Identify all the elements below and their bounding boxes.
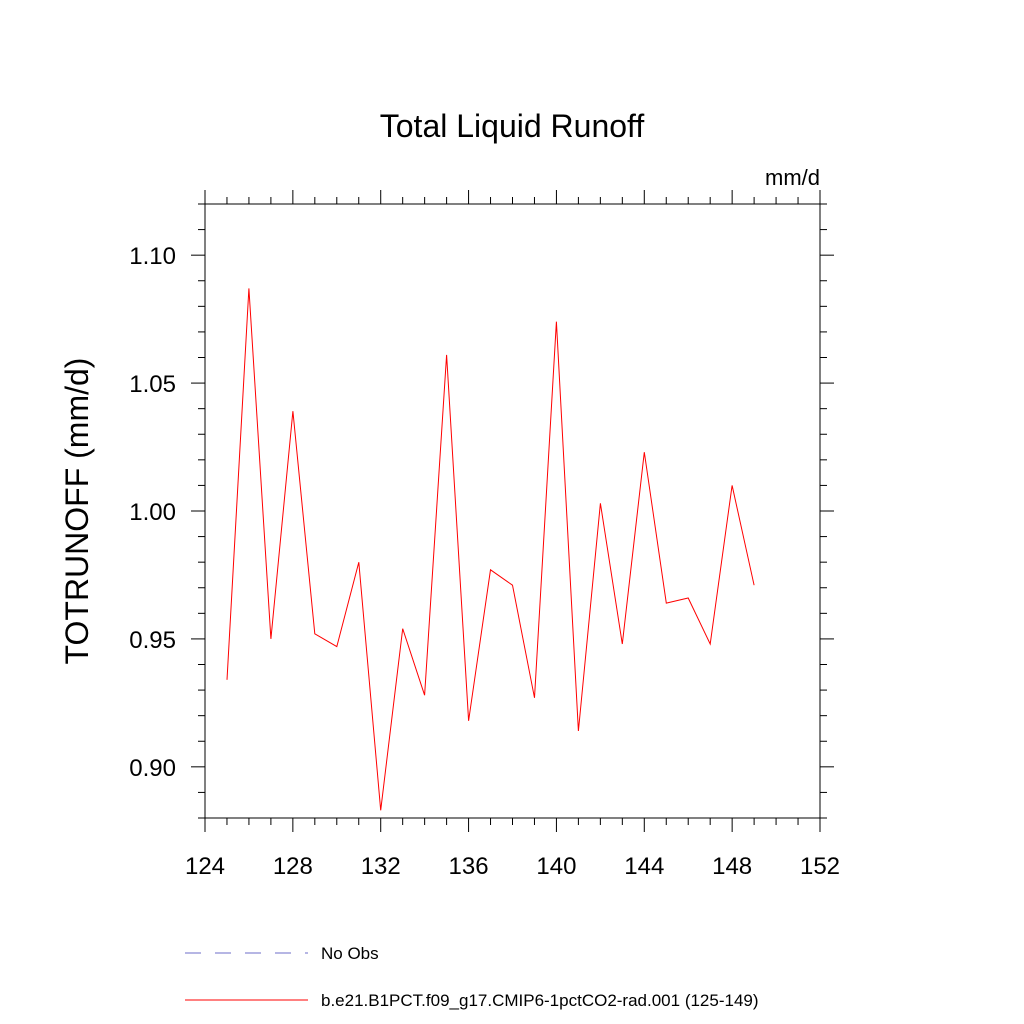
data-point xyxy=(555,320,558,323)
x-tick-label: 148 xyxy=(712,853,752,880)
x-tick-label: 136 xyxy=(449,853,489,880)
y-axis-title: TOTRUNOFF (mm/d) xyxy=(59,358,95,665)
y-tick-label: 0.90 xyxy=(129,755,176,782)
data-point xyxy=(313,632,316,635)
x-tick-label: 132 xyxy=(361,853,401,880)
data-point xyxy=(753,584,756,587)
legend-label: b.e21.B1PCT.f09_g17.CMIP6-1pctCO2-rad.00… xyxy=(321,991,759,1010)
data-point xyxy=(599,502,602,505)
data-point xyxy=(357,561,360,564)
units-label: mm/d xyxy=(765,165,820,190)
y-tick-label: 1.00 xyxy=(129,499,176,526)
series-layer xyxy=(225,287,756,812)
data-point xyxy=(269,637,272,640)
x-tick-label: 144 xyxy=(624,853,664,880)
legend-label: No Obs xyxy=(321,944,379,963)
data-point xyxy=(225,678,228,681)
y-tick-label: 1.05 xyxy=(129,371,176,398)
data-point xyxy=(335,645,338,648)
x-tick-label: 124 xyxy=(185,853,225,880)
data-point xyxy=(533,696,536,699)
ticks-layer: 124 128 132 136 140 144 148 152 0.90 0.95 1.00 1.05… xyxy=(129,190,840,880)
x-tick-label: 140 xyxy=(536,853,576,880)
series-line xyxy=(226,288,755,811)
data-point xyxy=(731,484,734,487)
data-point xyxy=(401,627,404,630)
data-point xyxy=(511,584,514,587)
data-point xyxy=(379,809,382,812)
legend: No Obs b.e21.B1PCT.f09_g17.CMIP6-1pctCO2-… xyxy=(185,944,759,1010)
data-point xyxy=(467,719,470,722)
data-point xyxy=(643,451,646,454)
data-point xyxy=(621,643,624,646)
data-point xyxy=(577,730,580,733)
x-tick-label: 152 xyxy=(800,853,840,880)
y-tick-label: 0.95 xyxy=(129,627,176,654)
data-point xyxy=(489,568,492,571)
chart-title: Total Liquid Runoff xyxy=(380,108,645,144)
data-point xyxy=(423,694,426,697)
x-tick-label: 128 xyxy=(273,853,313,880)
data-point xyxy=(247,287,250,290)
data-point xyxy=(291,410,294,413)
data-point xyxy=(709,643,712,646)
data-point xyxy=(687,596,690,599)
data-point xyxy=(665,602,668,605)
y-tick-label: 1.10 xyxy=(129,243,176,270)
plot-frame xyxy=(204,203,821,819)
data-point xyxy=(445,353,448,356)
